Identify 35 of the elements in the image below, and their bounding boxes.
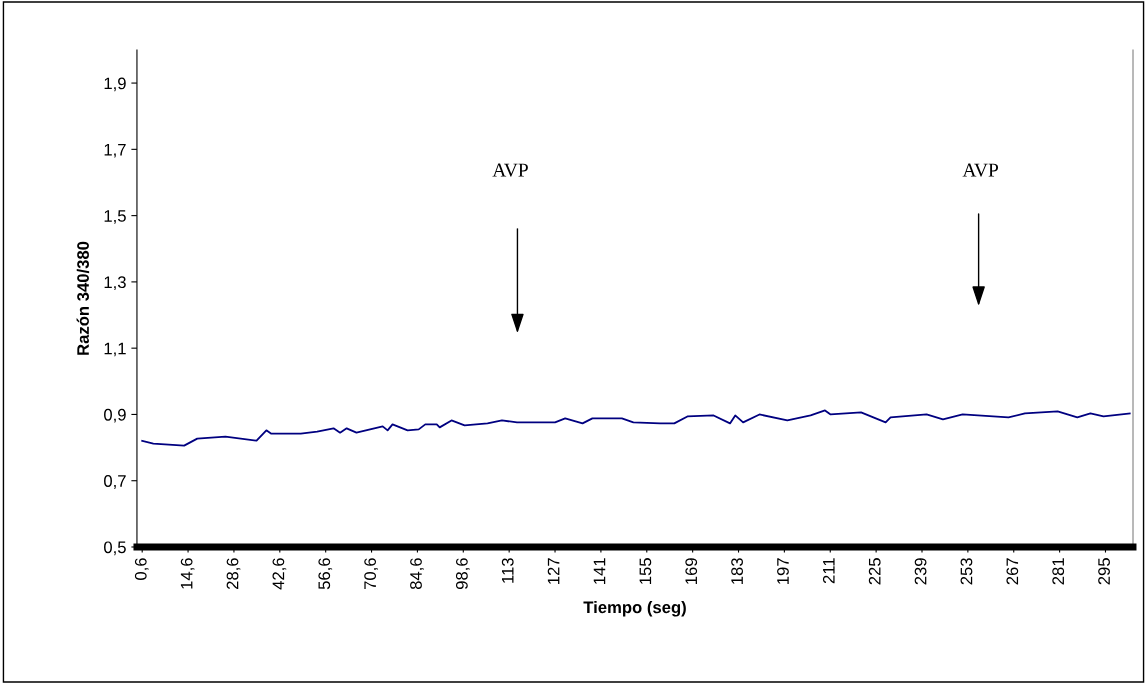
y-tick-label: 1,7 xyxy=(104,143,126,158)
x-tick-label: 239 xyxy=(914,558,927,585)
line-series xyxy=(141,409,1131,447)
x-axis-title: Tiempo (seg) xyxy=(583,600,686,617)
y-tick-label: 0,7 xyxy=(104,475,126,489)
x-tick-label: 0,6 xyxy=(134,558,149,580)
x-tick-label: 84,6 xyxy=(410,558,424,590)
x-tick-label: 253 xyxy=(960,558,973,585)
x-tick-label: 28,6 xyxy=(226,558,241,590)
x-tick-label: 225 xyxy=(868,558,881,585)
x-tick-label: 169 xyxy=(685,558,698,584)
y-tick-label: 0,9 xyxy=(104,408,126,423)
x-tick-label: 197 xyxy=(777,558,789,584)
x-tick-label: 14,6 xyxy=(180,558,195,589)
x-tick-label: 98,6 xyxy=(455,558,470,590)
y-tick-label: 1,5 xyxy=(104,210,126,224)
y-tick-label: 1,9 xyxy=(104,77,126,92)
y-tick-label: 1,1 xyxy=(104,342,126,357)
annotation: AVP xyxy=(962,163,999,177)
x-tick-label: 113 xyxy=(501,558,514,583)
x-tick-label: 281 xyxy=(1052,558,1065,585)
x-tick-label: 70,6 xyxy=(364,558,378,589)
y-axis-title: Razón 340/380 xyxy=(76,241,90,355)
x-tick-label: 295 xyxy=(1098,558,1110,585)
x-tick-label: 42,6 xyxy=(272,558,287,590)
x-tick-label: 56,6 xyxy=(318,558,333,590)
y-tick-label: 1,3 xyxy=(104,276,126,291)
x-tick-label: 155 xyxy=(639,558,652,584)
annotation: AVP xyxy=(492,163,528,177)
x-tick-label: 141 xyxy=(593,558,606,584)
x-tick-label: 183 xyxy=(731,558,743,584)
x-tick-label: 211 xyxy=(822,558,835,584)
y-tick-label: 0,5 xyxy=(104,541,126,556)
x-tick-label: 127 xyxy=(547,558,560,584)
x-tick-label: 267 xyxy=(1006,558,1019,585)
